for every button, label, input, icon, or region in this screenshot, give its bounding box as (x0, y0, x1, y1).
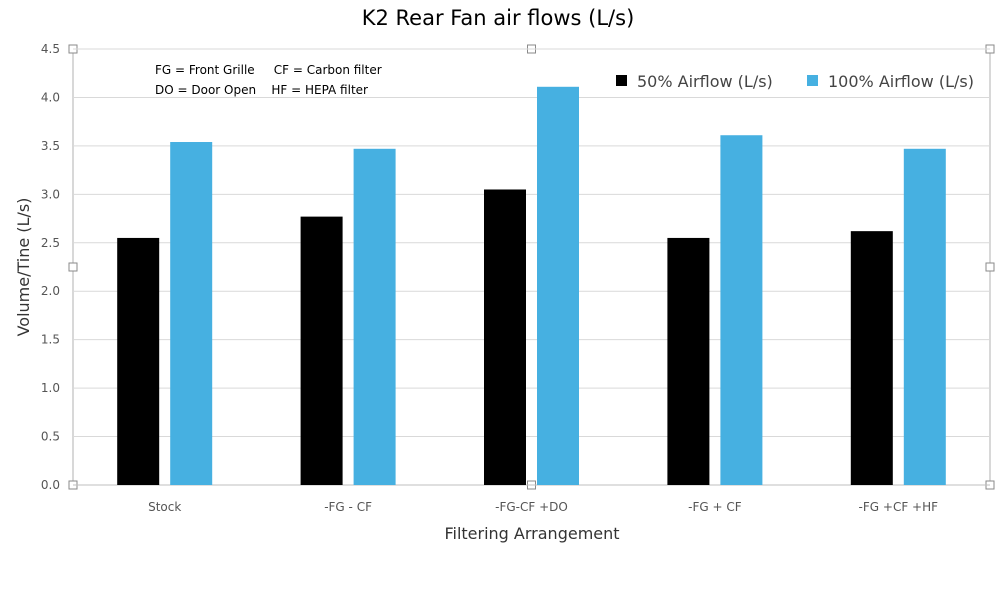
legend: 50% Airflow (L/s) 100% Airflow (L/s) (616, 72, 974, 91)
x-tick-label: -FG +CF +HF (859, 500, 939, 514)
bar-50-1 (300, 216, 343, 485)
y-tick-label: 4.5 (41, 42, 60, 56)
x-axis-title: Filtering Arrangement (444, 524, 619, 543)
bars (117, 86, 946, 485)
legend-label-50: 50% Airflow (L/s) (637, 72, 773, 91)
bar-100-3 (720, 135, 763, 485)
y-tick-label: 0.0 (41, 478, 60, 492)
bar-100-2 (537, 86, 579, 485)
x-tick-label: -FG-CF +DO (495, 500, 568, 514)
x-tick-label: -FG + CF (688, 500, 742, 514)
y-tick-label: 1.0 (41, 381, 60, 395)
bar-50-0 (117, 237, 160, 485)
bar-50-2 (484, 189, 526, 485)
annotation-abbrev-line-2: DO = Door Open HF = HEPA filter (155, 83, 368, 97)
bar-100-0 (170, 142, 213, 485)
legend-label-100: 100% Airflow (L/s) (828, 72, 974, 91)
bar-50-4 (850, 231, 893, 485)
y-tick-label: 3.0 (41, 187, 60, 201)
y-tick-label: 2.0 (41, 284, 60, 298)
y-tick-label: 4.0 (41, 90, 60, 104)
y-axis-title: Volume/Tine (L/s) (14, 198, 33, 337)
resize-handle[interactable] (985, 262, 995, 272)
resize-handle[interactable] (68, 262, 78, 272)
annotation-abbrev-line-1: FG = Front Grille CF = Carbon filter (155, 63, 382, 77)
chart-title: K2 Rear Fan air flows (L/s) (362, 6, 635, 30)
y-tick-label: 0.5 (41, 430, 60, 444)
legend-swatch-50 (616, 75, 627, 86)
y-tick-label: 2.5 (41, 236, 60, 250)
legend-swatch-100 (807, 75, 818, 86)
y-tick-label: 3.5 (41, 139, 60, 153)
bar-50-3 (667, 237, 710, 485)
x-tick-label: Stock (148, 500, 181, 514)
gridlines (73, 48, 990, 486)
y-axis-ticks: 0.0 0.5 1.0 1.5 2.0 2.5 3.0 3.5 4.0 4.5 (41, 42, 60, 492)
bar-100-1 (353, 148, 396, 485)
y-tick-label: 1.5 (41, 333, 60, 347)
x-axis-categories: Stock -FG - CF -FG-CF +DO -FG + CF -FG +CF +… (148, 500, 938, 514)
x-tick-label: -FG - CF (324, 500, 372, 514)
bar-100-4 (903, 148, 946, 485)
